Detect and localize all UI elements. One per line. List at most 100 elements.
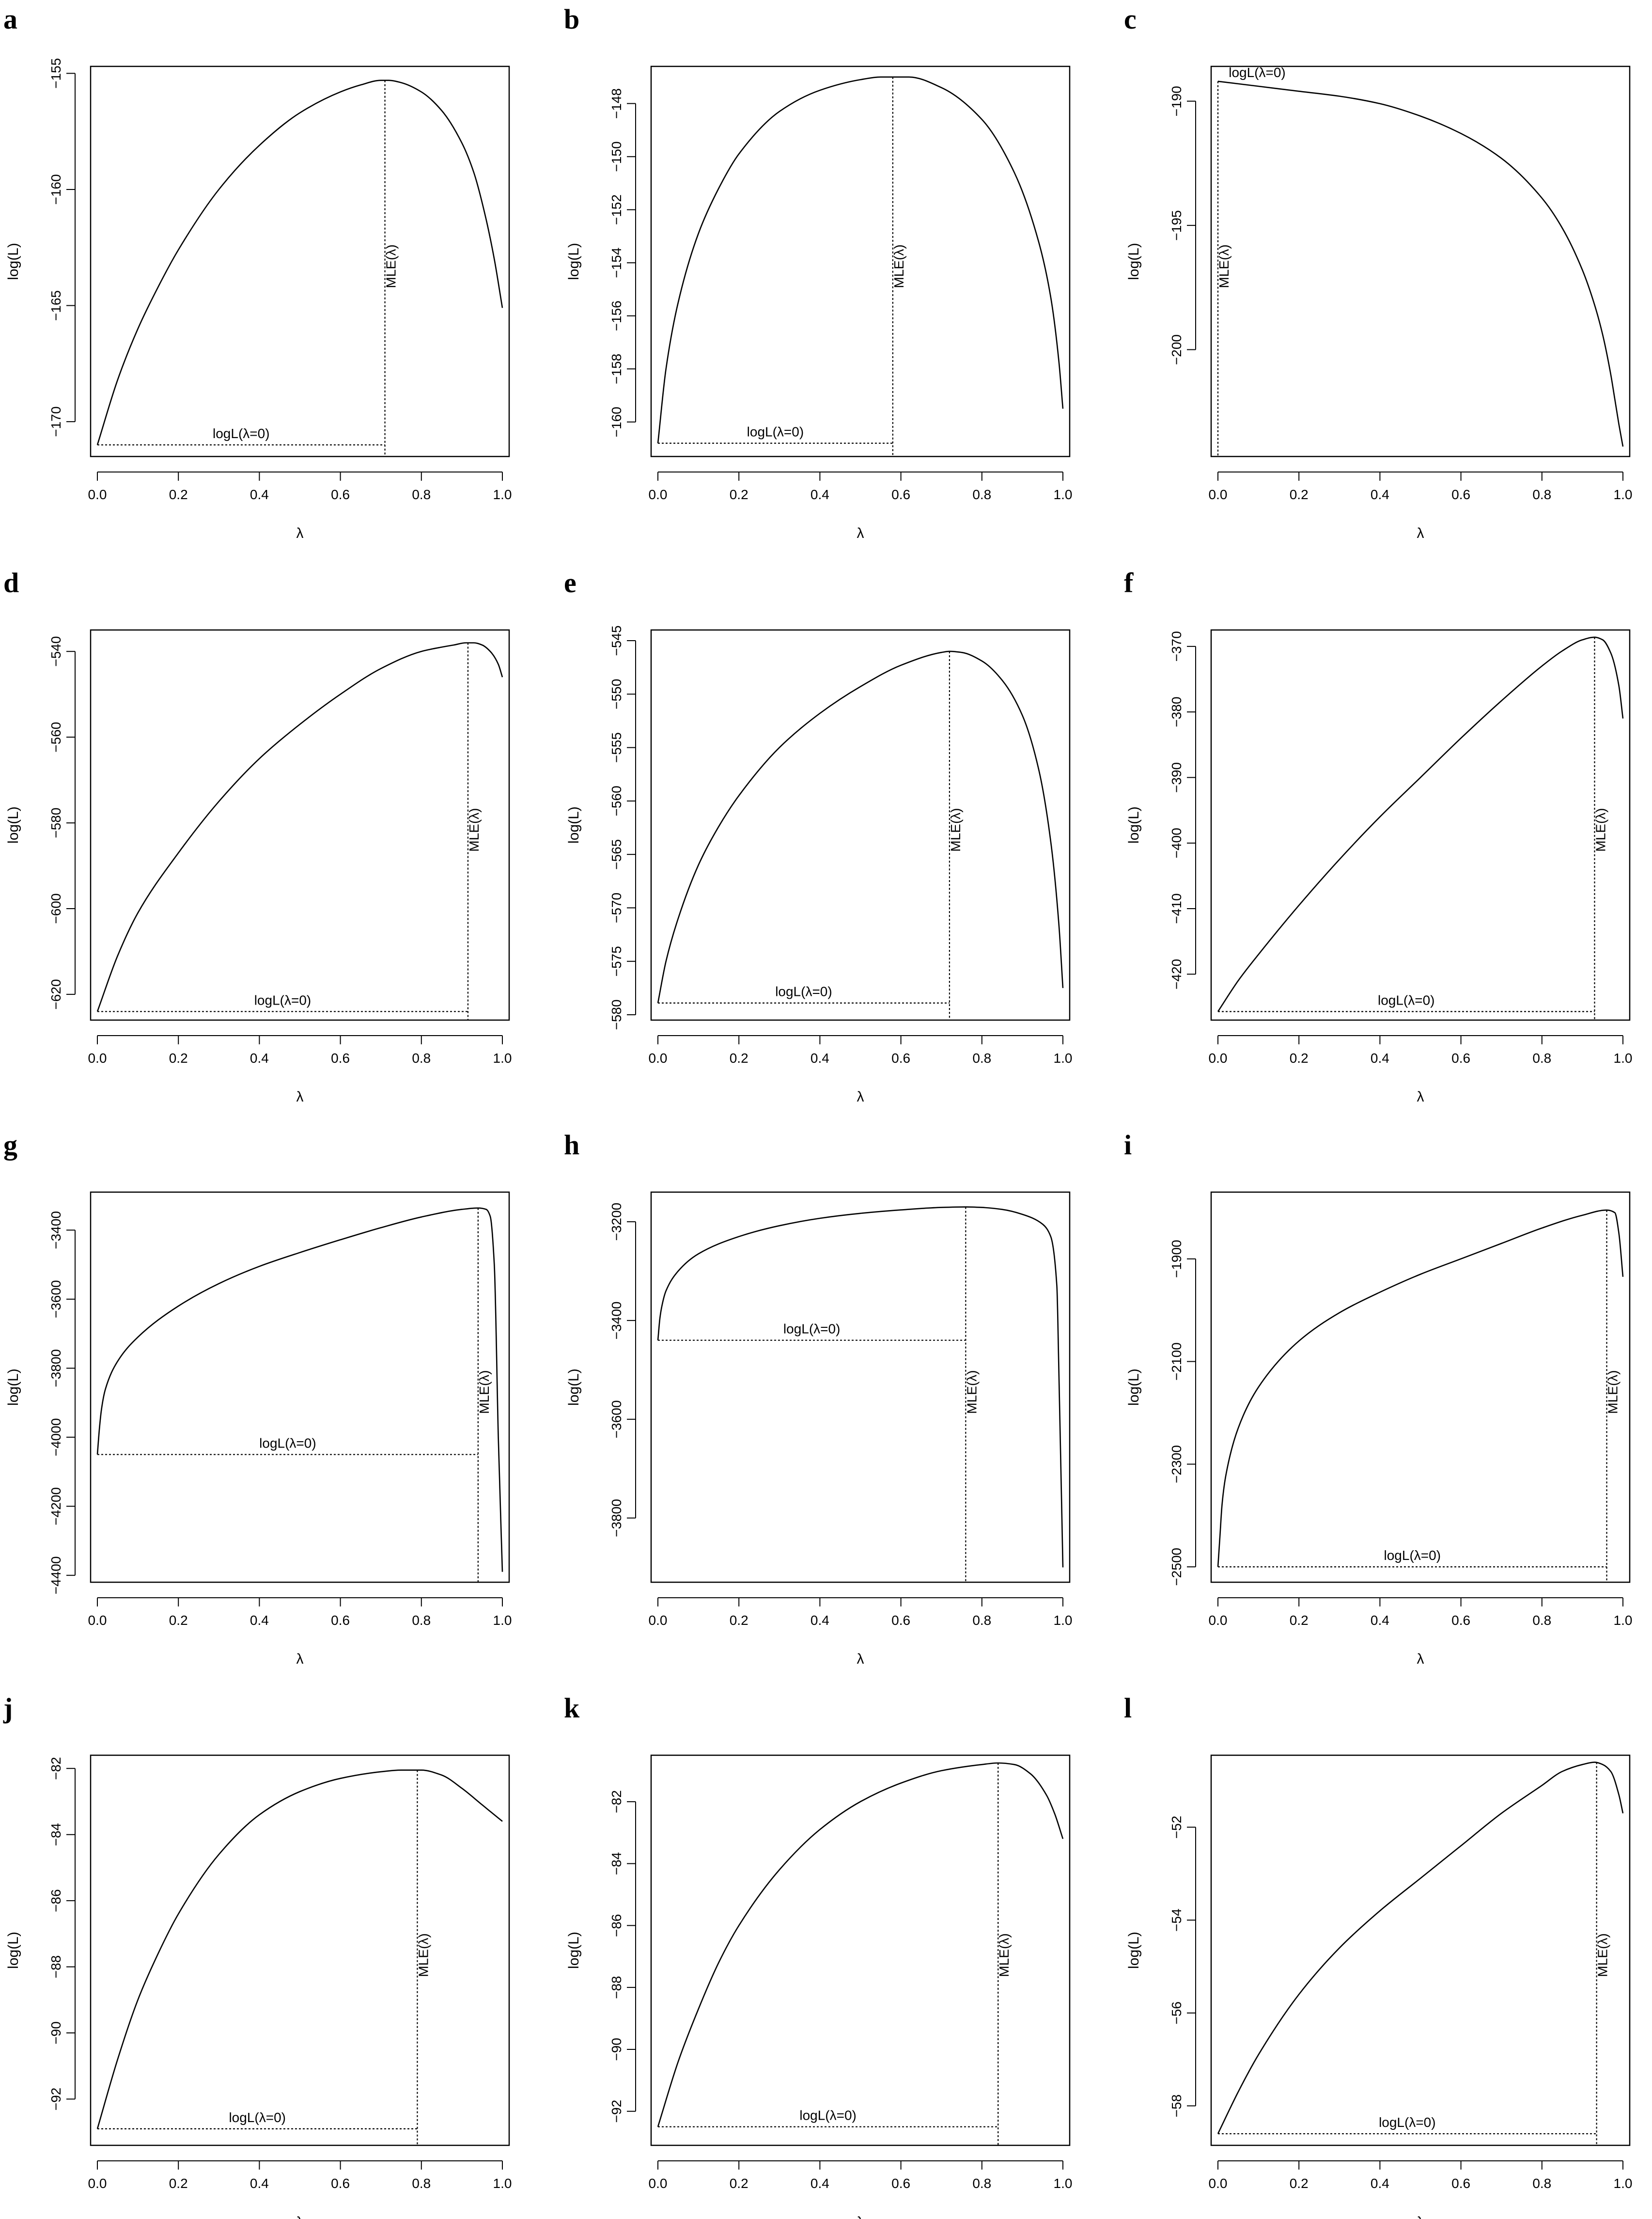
- y-tick-label: −565: [609, 839, 624, 870]
- x-tick-label: 0.4: [810, 2176, 829, 2191]
- y-tick-label: −152: [609, 194, 624, 225]
- y-tick-label: −195: [1169, 210, 1184, 241]
- panel-letter: g: [3, 1129, 17, 1161]
- panel-c: c 0.0 0.2 0.4 0.6 0.8 1.0 λ −200 −195 −190 log(L) ML…: [1124, 3, 1632, 541]
- mle-label: MLE(λ): [384, 244, 399, 288]
- y-axis-label: log(L): [5, 243, 21, 280]
- x-axis-label: λ: [857, 1089, 864, 1105]
- loglik-curve: [657, 1206, 1064, 1568]
- plot-frame: [1210, 1191, 1631, 1583]
- x-tick-label: 0.4: [1371, 2176, 1389, 2191]
- x-tick-label: 1.0: [1054, 1051, 1073, 1066]
- y-axis-label: log(L): [1126, 1369, 1142, 1406]
- x-tick-label: 1.0: [1614, 1051, 1633, 1066]
- panel-l: l 0.0 0.2 0.4 0.6 0.8 1.0 λ −58 −56 −54 −52 log(L) ML…: [1124, 1692, 1632, 2219]
- y-tick-label: −200: [1169, 334, 1184, 365]
- x-tick-label: 0.6: [1451, 487, 1470, 502]
- x-tick-label: 0.2: [169, 2176, 188, 2191]
- x-tick-label: 0.6: [891, 1613, 910, 1628]
- y-tick-label: −3400: [609, 1302, 624, 1340]
- x-tick-label: 0.2: [730, 2176, 748, 2191]
- panel-letter: l: [1124, 1692, 1132, 1724]
- y-tick-label: −600: [48, 893, 63, 924]
- panel-letter: e: [564, 567, 577, 598]
- panel-letter: k: [564, 1692, 580, 1724]
- y-tick-label: −2500: [1169, 1548, 1184, 1586]
- x-tick-label: 0.4: [250, 487, 269, 502]
- plot-frame: [1210, 65, 1631, 457]
- null-loglik-label: logL(λ=0): [1229, 65, 1286, 80]
- y-tick-label: −148: [609, 88, 624, 119]
- x-tick-label: 0.0: [1209, 1051, 1228, 1066]
- x-tick-label: 0.0: [1209, 1613, 1228, 1628]
- loglik-curve: [657, 650, 1064, 1003]
- y-tick-label: −380: [1169, 697, 1184, 727]
- x-tick-label: 1.0: [1614, 1613, 1633, 1628]
- plot-frame: [90, 629, 510, 1021]
- x-tick-label: 0.2: [169, 487, 188, 502]
- mle-label: MLE(λ): [467, 808, 482, 851]
- y-tick-label: −2300: [1169, 1445, 1184, 1483]
- y-tick-label: −410: [1169, 893, 1184, 924]
- y-tick-label: −54: [1169, 1908, 1184, 1932]
- loglik-curve: [96, 79, 503, 445]
- y-tick-label: −160: [48, 174, 63, 205]
- panel-a: a 0.0 0.2 0.4 0.6 0.8 1.0 λ −170 −165 −160 −155 log(…: [3, 3, 512, 541]
- y-axis-label: log(L): [566, 1932, 582, 1969]
- y-tick-label: −170: [48, 407, 63, 437]
- y-tick-label: −156: [609, 300, 624, 331]
- panel-letter: d: [3, 567, 19, 598]
- panel-h: h 0.0 0.2 0.4 0.6 0.8 1.0 λ −3800 −3600 −3400 −3200…: [564, 1129, 1072, 1667]
- x-tick-label: 0.8: [412, 1051, 431, 1066]
- x-tick-label: 0.2: [1290, 2176, 1309, 2191]
- x-axis-label: λ: [1417, 1651, 1424, 1667]
- x-tick-label: 0.8: [972, 1613, 991, 1628]
- y-tick-label: −570: [609, 893, 624, 923]
- plot-frame: [1210, 1754, 1631, 2146]
- panel-k: k 0.0 0.2 0.4 0.6 0.8 1.0 λ −92 −90 −88 −86 −84 −82 lo…: [564, 1692, 1072, 2219]
- x-tick-label: 0.4: [250, 1051, 269, 1066]
- panel-letter: j: [3, 1692, 13, 1724]
- null-loglik-label: logL(λ=0): [747, 425, 804, 440]
- x-tick-label: 0.8: [972, 2176, 991, 2191]
- x-tick-label: 0.4: [250, 1613, 269, 1628]
- y-tick-label: −158: [609, 354, 624, 384]
- null-loglik-label: logL(λ=0): [1378, 992, 1435, 1007]
- y-tick-label: −155: [48, 58, 63, 89]
- x-axis-label: λ: [1417, 525, 1424, 541]
- y-tick-label: −154: [609, 248, 624, 278]
- loglik-curve: [1217, 636, 1624, 1012]
- y-tick-label: −580: [48, 808, 63, 838]
- x-tick-label: 0.8: [412, 2176, 431, 2191]
- mle-label: MLE(λ): [416, 1933, 431, 1977]
- panel-g: g 0.0 0.2 0.4 0.6 0.8 1.0 λ −4400 −4200 −4000 −3800…: [3, 1129, 512, 1667]
- null-loglik-label: logL(λ=0): [229, 2110, 286, 2125]
- null-loglik-label: logL(λ=0): [213, 426, 270, 441]
- y-axis-label: log(L): [5, 1932, 21, 1969]
- loglik-curve: [657, 1762, 1064, 2127]
- y-tick-label: −3600: [48, 1280, 63, 1319]
- panel-b: b 0.0 0.2 0.4 0.6 0.8 1.0 λ −160 −158 −156 −154 −152…: [564, 3, 1072, 541]
- y-tick-label: −84: [48, 1823, 63, 1846]
- panel-letter: i: [1124, 1129, 1132, 1161]
- y-tick-label: −550: [609, 679, 624, 709]
- x-tick-label: 0.6: [891, 1051, 910, 1066]
- x-tick-label: 0.0: [88, 487, 107, 502]
- null-loglik-label: logL(λ=0): [1384, 1548, 1441, 1563]
- y-tick-label: −3800: [48, 1349, 63, 1387]
- x-tick-label: 0.8: [1532, 1613, 1551, 1628]
- x-axis-label: λ: [296, 2214, 304, 2219]
- y-tick-label: −580: [609, 999, 624, 1030]
- x-tick-label: 0.6: [331, 2176, 350, 2191]
- null-loglik-label: logL(λ=0): [783, 1322, 841, 1337]
- y-tick-label: −3400: [48, 1211, 63, 1249]
- y-tick-label: −4400: [48, 1556, 63, 1594]
- x-tick-label: 0.0: [88, 1051, 107, 1066]
- x-tick-label: 1.0: [493, 2176, 512, 2191]
- loglik-curve: [657, 76, 1064, 443]
- y-tick-label: −190: [1169, 86, 1184, 116]
- x-tick-label: 0.8: [972, 487, 991, 502]
- x-axis-label: λ: [296, 1089, 304, 1105]
- y-tick-label: −90: [48, 2021, 63, 2045]
- y-tick-label: −3600: [609, 1400, 624, 1438]
